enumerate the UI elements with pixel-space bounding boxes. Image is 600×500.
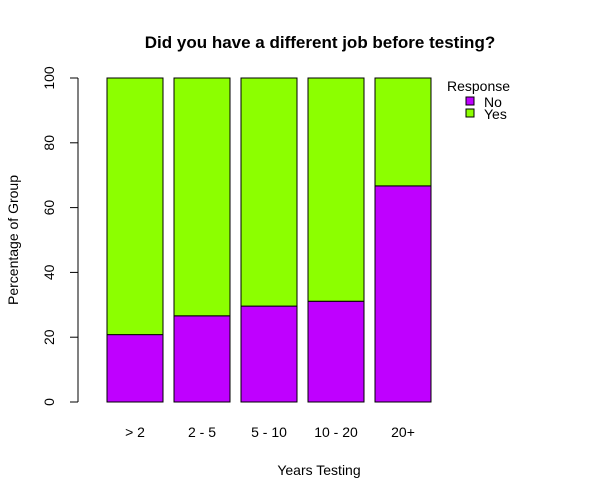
y-tick-label: 20 — [41, 329, 57, 345]
legend-swatch-no — [465, 96, 475, 106]
bar-yes-2 — [240, 77, 298, 307]
y-axis-label: Percentage of Group — [5, 175, 21, 305]
bar-yes-0 — [106, 77, 164, 336]
chart-title: Did you have a different job before test… — [145, 33, 495, 52]
legend-label-no: No — [484, 94, 502, 110]
y-axis: 0 20 40 60 80 100 — [41, 66, 79, 406]
y-tick-label: 80 — [41, 135, 57, 151]
bars — [106, 77, 432, 403]
bar-no-1 — [173, 315, 231, 403]
y-tick-label: 40 — [41, 264, 57, 280]
bar-no-3 — [307, 300, 365, 403]
bar-yes-1 — [173, 77, 231, 317]
bar-no-4 — [374, 185, 432, 403]
x-tick-label: 10 - 20 — [314, 424, 358, 440]
x-tick-label: 20+ — [391, 424, 415, 440]
y-tick-label: 60 — [41, 200, 57, 216]
y-tick-label: 100 — [41, 66, 57, 90]
legend-label-yes: Yes — [484, 106, 507, 122]
y-tick-label: 0 — [41, 398, 57, 406]
x-tick-labels: > 2 2 - 5 5 - 10 10 - 20 20+ — [125, 424, 415, 440]
bar-no-0 — [106, 334, 164, 403]
bar-yes-3 — [307, 77, 365, 302]
bar-yes-4 — [374, 77, 432, 187]
bar-no-2 — [240, 305, 298, 403]
legend-title: Response — [447, 78, 510, 94]
legend-swatch-yes — [465, 108, 475, 118]
x-tick-label: 5 - 10 — [251, 424, 287, 440]
x-tick-label: 2 - 5 — [188, 424, 216, 440]
x-tick-label: > 2 — [125, 424, 145, 440]
x-axis-label: Years Testing — [277, 462, 360, 478]
